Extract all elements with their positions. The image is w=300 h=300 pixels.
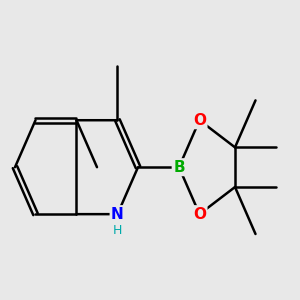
- Text: H: H: [113, 224, 122, 237]
- Text: O: O: [193, 207, 206, 222]
- Text: B: B: [173, 160, 185, 175]
- Text: O: O: [193, 113, 206, 128]
- Text: N: N: [111, 207, 124, 222]
